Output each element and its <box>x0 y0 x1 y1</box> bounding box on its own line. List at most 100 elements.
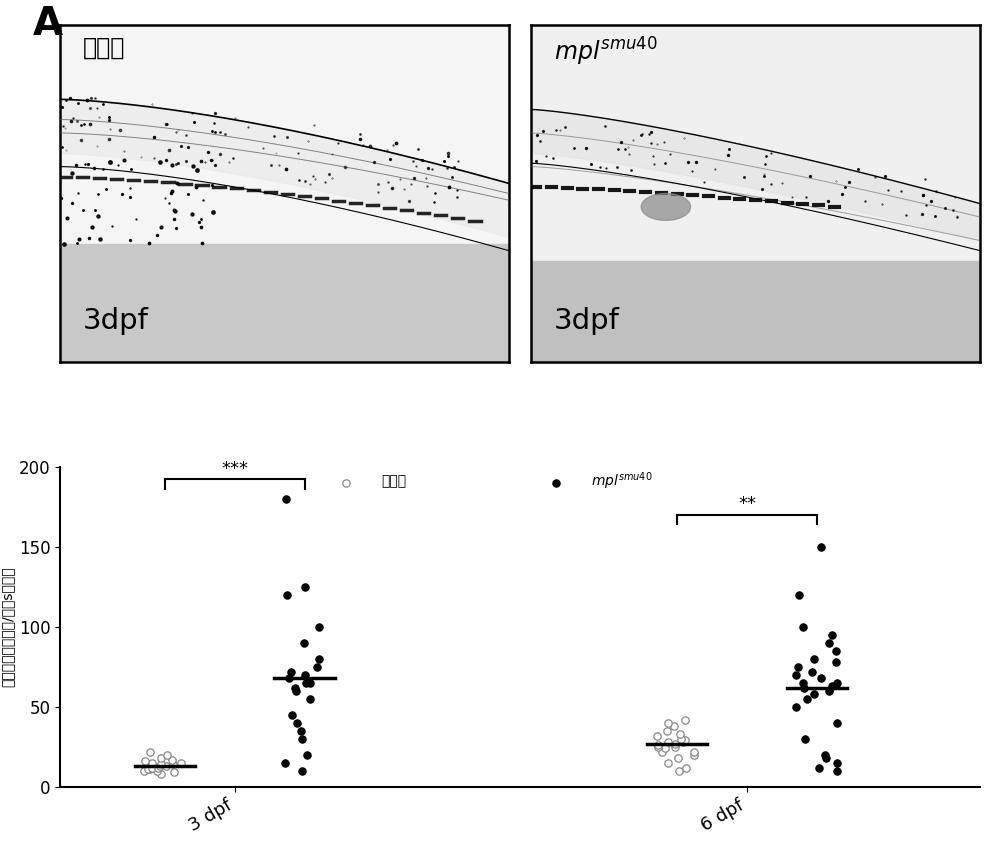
Point <box>289 716 305 729</box>
Text: A: A <box>33 5 63 43</box>
Point <box>153 758 169 772</box>
Point <box>678 761 694 774</box>
Point <box>795 620 811 634</box>
Point <box>654 744 670 758</box>
Point <box>675 735 691 749</box>
Point <box>283 665 299 678</box>
Point <box>828 655 844 668</box>
Point <box>284 708 300 722</box>
Point <box>140 762 156 776</box>
Point <box>657 742 673 755</box>
Point <box>795 676 811 689</box>
Point <box>288 684 304 697</box>
Point <box>136 764 152 777</box>
Point <box>799 692 815 706</box>
Point <box>824 679 840 693</box>
Point <box>159 748 175 761</box>
Point <box>302 676 318 689</box>
Text: ***: *** <box>221 460 248 478</box>
Point <box>670 751 686 765</box>
Point <box>677 733 693 747</box>
Y-axis label: 损伤处理凝血时长/单位s（秒）: 损伤处理凝血时长/单位s（秒） <box>0 566 14 687</box>
Point <box>649 728 665 742</box>
Point <box>821 684 837 697</box>
Text: $\mathit{mpl}^{smu40}$: $\mathit{mpl}^{smu40}$ <box>554 36 657 68</box>
Point <box>277 756 293 770</box>
Point <box>152 759 168 772</box>
Text: $\mathit{mpl}^{smu40}$: $\mathit{mpl}^{smu40}$ <box>591 470 653 492</box>
Point <box>677 713 693 727</box>
Text: 3dpf: 3dpf <box>554 307 620 335</box>
Point <box>294 732 310 745</box>
Point <box>672 728 688 741</box>
Point <box>142 744 158 758</box>
Point <box>829 716 845 729</box>
Point <box>296 636 312 650</box>
Point <box>829 676 845 689</box>
Point <box>660 756 676 770</box>
Polygon shape <box>641 194 691 220</box>
Point <box>299 748 315 761</box>
Point <box>806 687 822 700</box>
Point <box>666 719 682 733</box>
Text: 3dpf: 3dpf <box>82 307 148 335</box>
Point <box>281 671 297 684</box>
Point <box>806 652 822 666</box>
Text: 同胞鱼: 同胞鱼 <box>381 474 407 488</box>
Point <box>673 732 689 745</box>
Point <box>650 740 666 754</box>
Point <box>790 660 806 673</box>
Point <box>811 761 827 774</box>
Point <box>297 668 313 682</box>
Point <box>144 761 160 774</box>
Point <box>659 724 675 738</box>
Point <box>302 692 318 706</box>
Point <box>660 735 676 749</box>
Point <box>788 700 804 713</box>
Point <box>828 644 844 657</box>
Point <box>829 756 845 770</box>
Point <box>824 628 840 641</box>
Text: 同胞鱼: 同胞鱼 <box>82 36 125 59</box>
Point <box>338 475 354 489</box>
Point <box>813 671 829 684</box>
Point <box>821 636 837 650</box>
Point <box>817 748 833 761</box>
Point <box>165 758 181 772</box>
Point <box>311 652 327 666</box>
Point <box>293 724 309 738</box>
Point <box>667 740 683 754</box>
Point <box>667 737 683 750</box>
Point <box>150 761 166 774</box>
Point <box>294 764 310 777</box>
Point <box>660 716 676 729</box>
Point <box>788 668 804 682</box>
Point <box>813 540 829 553</box>
Point <box>158 759 174 772</box>
Point <box>650 739 666 752</box>
Point <box>144 756 160 770</box>
Point <box>278 492 294 505</box>
Point <box>548 475 564 489</box>
Point <box>153 767 169 781</box>
Point <box>166 766 182 779</box>
Point <box>298 676 314 689</box>
Point <box>804 665 820 678</box>
Point <box>818 751 834 765</box>
Point <box>149 764 165 777</box>
Point <box>686 744 702 758</box>
Point <box>287 681 303 695</box>
Point <box>796 681 812 695</box>
Point <box>153 751 169 765</box>
Point <box>173 756 189 770</box>
Point <box>791 588 807 602</box>
Point <box>164 753 180 766</box>
Point <box>311 620 327 634</box>
Point <box>137 755 153 768</box>
Point <box>829 764 845 777</box>
Point <box>671 764 687 777</box>
Point <box>797 732 813 745</box>
Point <box>686 748 702 761</box>
Point <box>142 762 158 776</box>
Point <box>279 588 295 602</box>
